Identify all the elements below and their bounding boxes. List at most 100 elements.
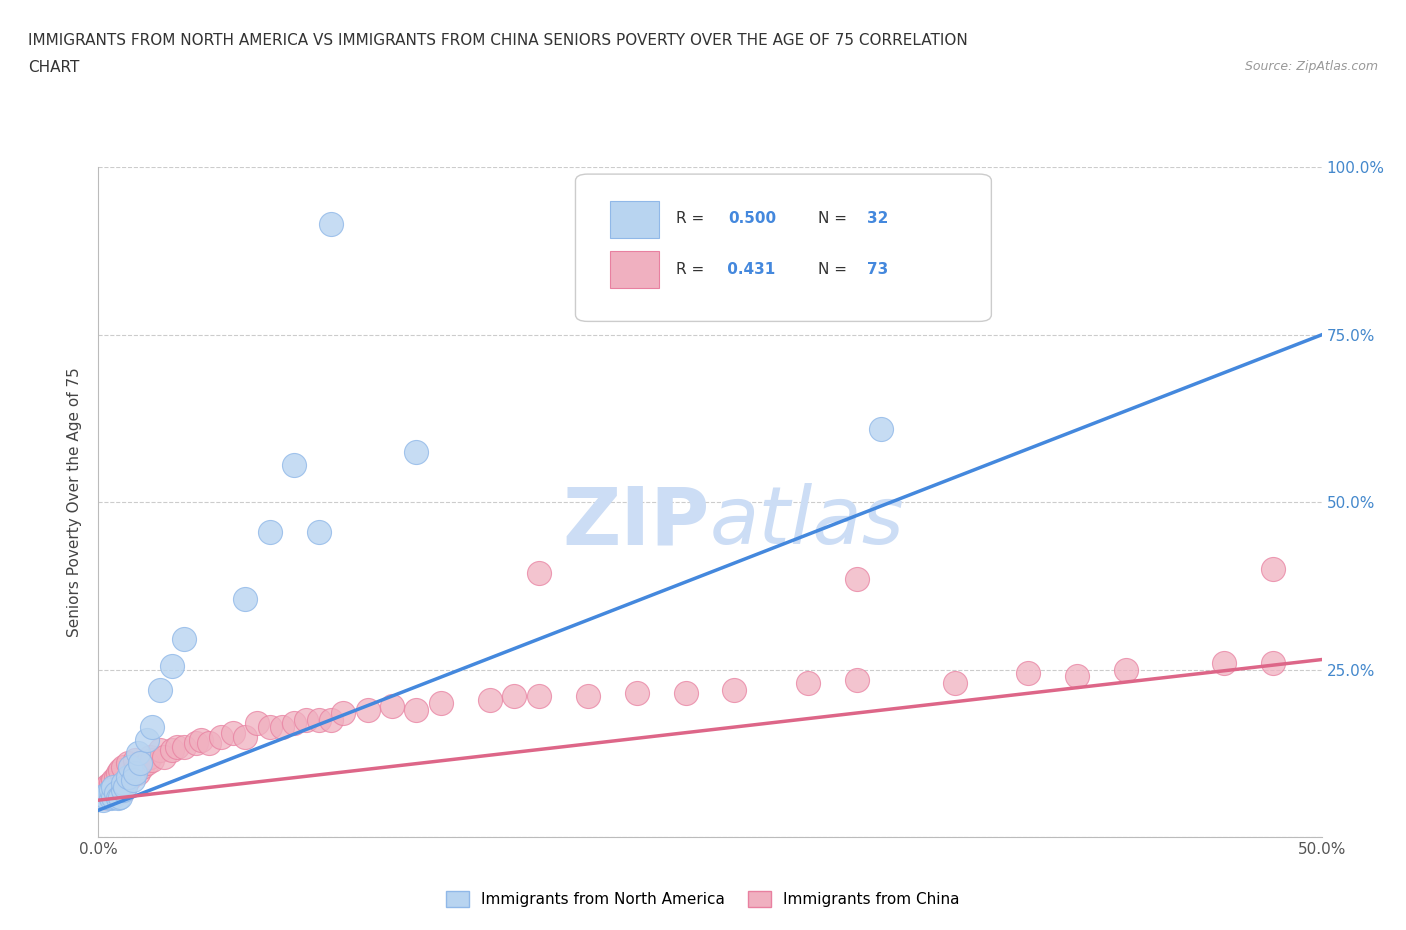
Point: [101, 790, 124, 804]
Point: [153, 750, 176, 764]
Point: [430, 696, 453, 711]
Point: [117, 756, 139, 771]
Point: [100, 790, 122, 805]
Text: CHART: CHART: [28, 60, 80, 75]
Point: [104, 786, 127, 801]
Text: atlas: atlas: [710, 484, 905, 562]
Point: [527, 565, 550, 580]
Text: R =: R =: [676, 211, 709, 227]
Point: [527, 689, 550, 704]
Point: [1115, 662, 1137, 677]
Point: [1261, 562, 1284, 577]
Point: [91, 792, 114, 807]
Point: [190, 733, 212, 748]
Point: [1066, 669, 1088, 684]
Point: [675, 685, 697, 700]
Point: [107, 790, 129, 805]
Point: [114, 776, 136, 790]
Point: [97, 777, 120, 792]
Point: [576, 689, 599, 704]
FancyBboxPatch shape: [610, 251, 658, 288]
Point: [110, 790, 132, 804]
Point: [845, 572, 868, 587]
Point: [1261, 656, 1284, 671]
Text: R =: R =: [676, 261, 709, 277]
Point: [222, 725, 245, 740]
Point: [319, 712, 342, 727]
Point: [124, 752, 146, 767]
Point: [283, 716, 305, 731]
Point: [90, 786, 112, 801]
Point: [209, 729, 232, 744]
Point: [111, 759, 134, 774]
Text: 0.431: 0.431: [723, 261, 776, 277]
Point: [127, 766, 149, 781]
FancyBboxPatch shape: [575, 174, 991, 322]
Point: [117, 769, 139, 784]
Point: [149, 683, 172, 698]
Point: [136, 733, 159, 748]
Point: [186, 736, 208, 751]
Point: [723, 683, 745, 698]
Point: [104, 769, 127, 784]
Point: [356, 702, 378, 717]
Point: [845, 672, 868, 687]
Point: [197, 736, 219, 751]
Point: [120, 759, 142, 774]
Point: [626, 685, 648, 700]
Point: [131, 759, 153, 774]
Point: [943, 675, 966, 690]
Point: [90, 790, 112, 804]
Point: [91, 790, 114, 804]
Point: [173, 632, 195, 647]
FancyBboxPatch shape: [610, 201, 658, 238]
Point: [107, 766, 129, 781]
Point: [405, 445, 427, 459]
Point: [94, 790, 117, 804]
Text: ZIP: ZIP: [562, 484, 710, 562]
Point: [870, 421, 893, 436]
Point: [160, 658, 183, 673]
Point: [117, 773, 139, 788]
Point: [101, 779, 124, 794]
Point: [503, 689, 526, 704]
Point: [160, 742, 183, 757]
Text: Source: ZipAtlas.com: Source: ZipAtlas.com: [1244, 60, 1378, 73]
Point: [94, 779, 117, 794]
Point: [319, 217, 342, 232]
Point: [121, 766, 143, 781]
Point: [101, 773, 124, 788]
Point: [259, 719, 281, 734]
Text: 73: 73: [866, 261, 887, 277]
Text: IMMIGRANTS FROM NORTH AMERICA VS IMMIGRANTS FROM CHINA SENIORS POVERTY OVER THE : IMMIGRANTS FROM NORTH AMERICA VS IMMIGRA…: [28, 33, 967, 47]
Point: [100, 783, 122, 798]
Point: [1017, 666, 1039, 681]
Point: [121, 773, 143, 788]
Point: [308, 525, 330, 539]
Point: [797, 675, 820, 690]
Point: [141, 752, 163, 767]
Point: [104, 784, 127, 799]
Point: [246, 716, 269, 731]
Point: [166, 739, 188, 754]
Point: [295, 712, 318, 727]
Point: [120, 769, 142, 784]
Point: [111, 784, 134, 799]
Point: [100, 776, 122, 790]
Point: [478, 692, 501, 707]
Point: [110, 781, 132, 796]
Point: [94, 790, 117, 805]
Point: [308, 712, 330, 727]
Point: [1212, 656, 1234, 671]
Text: 32: 32: [866, 211, 889, 227]
Point: [149, 742, 172, 757]
Point: [405, 702, 427, 717]
Point: [110, 763, 132, 777]
Point: [111, 783, 134, 798]
Point: [100, 790, 122, 804]
Point: [111, 776, 134, 790]
Point: [141, 719, 163, 734]
Point: [124, 766, 146, 781]
Point: [91, 783, 114, 798]
Point: [129, 756, 152, 771]
